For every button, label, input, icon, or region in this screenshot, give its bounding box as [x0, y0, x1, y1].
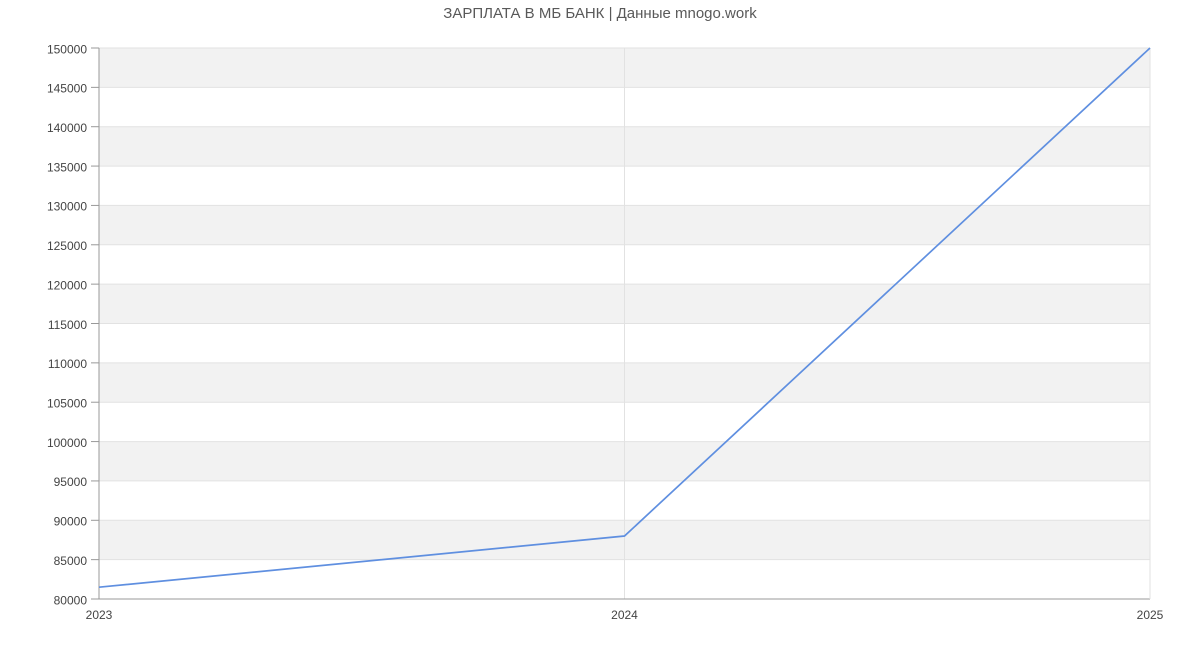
svg-text:105000: 105000 — [47, 397, 87, 411]
svg-text:2025: 2025 — [1137, 608, 1164, 622]
svg-text:145000: 145000 — [47, 82, 87, 96]
svg-text:2023: 2023 — [86, 608, 113, 622]
svg-text:95000: 95000 — [54, 475, 88, 489]
svg-text:130000: 130000 — [47, 200, 87, 214]
svg-text:120000: 120000 — [47, 278, 87, 292]
svg-text:100000: 100000 — [47, 436, 87, 450]
svg-text:2024: 2024 — [611, 608, 638, 622]
svg-text:90000: 90000 — [54, 515, 88, 529]
svg-text:110000: 110000 — [48, 357, 87, 371]
svg-text:125000: 125000 — [47, 239, 87, 253]
svg-text:115000: 115000 — [48, 318, 87, 332]
svg-text:85000: 85000 — [54, 554, 88, 568]
svg-text:80000: 80000 — [54, 593, 88, 607]
svg-text:140000: 140000 — [47, 121, 87, 135]
svg-text:150000: 150000 — [47, 42, 87, 56]
svg-text:135000: 135000 — [47, 160, 87, 174]
